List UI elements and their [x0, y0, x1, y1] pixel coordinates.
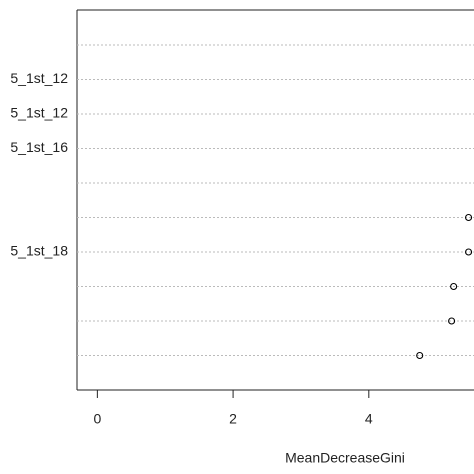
x-tick-label: 2 [229, 411, 237, 427]
dot [465, 248, 473, 256]
x-tick-label: 0 [93, 411, 101, 427]
x-tick-label: 4 [365, 411, 373, 427]
y-tick-label: 5_1st_12 [10, 70, 68, 86]
x-axis-label: MeanDecreaseGini [285, 450, 405, 466]
dot [450, 282, 458, 291]
y-tick-label: 5_1st_16 [10, 139, 68, 155]
dot [416, 351, 424, 360]
dot [465, 213, 473, 222]
y-tick-label: 5_1st_12 [10, 105, 68, 121]
y-tick-label: 5_1st_18 [10, 243, 68, 259]
dot [448, 317, 456, 325]
